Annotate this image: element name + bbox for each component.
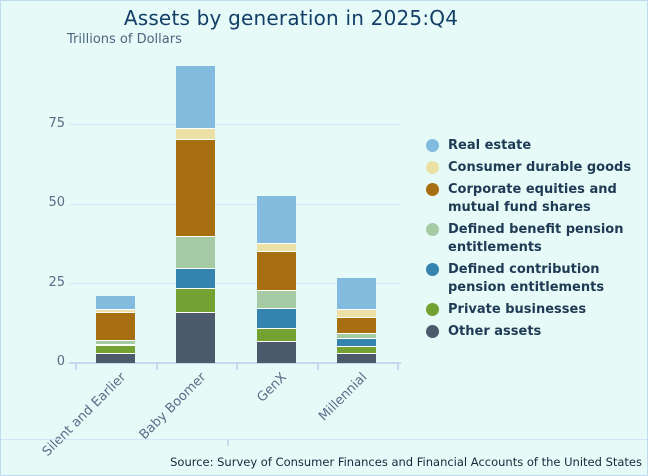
bar-segment-genx-consumer-durable-goods[interactable] xyxy=(256,243,296,251)
bar-segment-genx-other-assets[interactable] xyxy=(256,341,296,363)
x-axis-tick xyxy=(236,364,238,370)
legend-marker-defined-contribution-pension-entitlements xyxy=(426,263,439,276)
bar-segment-silent-and-earlier-real-estate[interactable] xyxy=(95,296,135,309)
legend-marker-corporate-equities-and-mutual-fund-shares xyxy=(426,183,439,196)
bar-segment-genx-defined-contribution-pension-entitlements[interactable] xyxy=(256,308,296,329)
y-tick-label-0: 0 xyxy=(56,354,65,369)
gridline-y-75 xyxy=(69,124,401,125)
gridline-y-50 xyxy=(69,203,401,205)
x-axis-tick xyxy=(75,364,77,370)
y-axis-units-label: Trillions of Dollars xyxy=(67,32,182,47)
bar-baby-boomer xyxy=(176,65,216,363)
bar-segment-millennial-corporate-equities-and-mutual-fund-shares[interactable] xyxy=(337,316,377,333)
legend-item-corporate-equities-and-mutual-fund-shares[interactable]: Corporate equities and mutual fund shares xyxy=(426,181,631,217)
bar-segment-baby-boomer-defined-benefit-pension-entitlements[interactable] xyxy=(176,235,216,268)
legend-item-private-businesses[interactable]: Private businesses xyxy=(426,301,631,319)
bar-segment-silent-and-earlier-defined-benefit-pension-entitlements[interactable] xyxy=(95,339,135,344)
bar-segment-baby-boomer-consumer-durable-goods[interactable] xyxy=(176,127,216,139)
legend-label: Private businesses xyxy=(448,302,587,317)
x-category-label-silent-and-earlier: Silent and Earlier xyxy=(39,370,129,460)
bar-segment-baby-boomer-corporate-equities-and-mutual-fund-shares[interactable] xyxy=(176,138,216,236)
bar-segment-genx-real-estate[interactable] xyxy=(256,196,296,244)
bar-segment-baby-boomer-real-estate[interactable] xyxy=(176,65,216,128)
y-tick-label-50: 50 xyxy=(48,195,65,210)
bar-segment-millennial-consumer-durable-goods[interactable] xyxy=(337,308,377,317)
legend-marker-other-assets xyxy=(426,325,439,338)
bar-segment-baby-boomer-private-businesses[interactable] xyxy=(176,288,216,313)
bar-segment-genx-corporate-equities-and-mutual-fund-shares[interactable] xyxy=(256,250,296,291)
bar-silent-and-earlier xyxy=(95,296,135,363)
gridline-y-25 xyxy=(69,283,401,284)
legend-marker-defined-benefit-pension-entitlements xyxy=(426,223,439,236)
bar-segment-silent-and-earlier-consumer-durable-goods[interactable] xyxy=(95,308,135,312)
x-axis-tick xyxy=(316,364,319,370)
x-category-label-genx: GenX xyxy=(254,370,290,406)
legend-label: Consumer durable goods xyxy=(448,160,632,175)
legend-label: Defined benefit pension entitlements xyxy=(448,222,624,255)
x-axis-line xyxy=(69,362,401,364)
legend-label: Defined contribution pension entitlements xyxy=(448,262,605,295)
bar-segment-silent-and-earlier-corporate-equities-and-mutual-fund-shares[interactable] xyxy=(95,311,135,340)
bar-segment-millennial-private-businesses[interactable] xyxy=(337,345,377,354)
y-tick-label-75: 75 xyxy=(48,115,65,131)
bar-segment-baby-boomer-other-assets[interactable] xyxy=(176,312,216,363)
chart-title: Assets by generation in 2025:Q4 xyxy=(123,6,459,30)
legend-marker-private-businesses xyxy=(426,303,439,316)
bar-segment-baby-boomer-defined-contribution-pension-entitlements[interactable] xyxy=(176,267,216,289)
bar-segment-silent-and-earlier-private-businesses[interactable] xyxy=(95,344,135,353)
source-note: Source: Survey of Consumer Finances and … xyxy=(170,455,642,469)
legend-item-other-assets[interactable]: Other assets xyxy=(426,323,631,341)
legend: Real estate Consumer durable goods Corpora… xyxy=(426,137,631,345)
bar-segment-silent-and-earlier-other-assets[interactable] xyxy=(95,352,135,363)
bar-genx xyxy=(256,196,296,363)
footer-divider xyxy=(1,439,647,440)
bar-segment-millennial-real-estate[interactable] xyxy=(337,277,377,309)
y-tick-label-25: 25 xyxy=(48,274,65,290)
x-axis-tick xyxy=(397,364,399,370)
x-category-label-millennial: Millennial xyxy=(316,370,371,425)
bar-segment-millennial-defined-benefit-pension-entitlements[interactable] xyxy=(337,332,377,338)
legend-item-real-estate[interactable]: Real estate xyxy=(426,137,631,155)
bar-segment-millennial-defined-contribution-pension-entitlements[interactable] xyxy=(337,337,377,346)
bar-segment-silent-and-earlier-defined-contribution-pension-entitlements[interactable] xyxy=(95,343,135,345)
bar-segment-genx-private-businesses[interactable] xyxy=(256,328,296,342)
footer-divider-tick xyxy=(227,440,229,446)
x-category-label-baby-boomer: Baby Boomer xyxy=(136,370,210,443)
bar-millennial xyxy=(337,277,377,363)
legend-label: Real estate xyxy=(448,138,532,153)
legend-item-defined-benefit-pension-entitlements[interactable]: Defined benefit pension entitlements xyxy=(426,221,631,257)
legend-marker-consumer-durable-goods xyxy=(426,161,439,174)
legend-label: Other assets xyxy=(448,324,542,339)
legend-item-defined-contribution-pension-entitlements[interactable]: Defined contribution pension entitlements xyxy=(426,261,631,297)
legend-item-consumer-durable-goods[interactable]: Consumer durable goods xyxy=(426,159,631,177)
legend-label: Corporate equities and mutual fund shares xyxy=(448,182,617,215)
x-axis-tick xyxy=(155,364,158,370)
bar-segment-millennial-other-assets[interactable] xyxy=(337,353,377,363)
legend-marker-real-estate xyxy=(426,139,439,152)
bar-segment-genx-defined-benefit-pension-entitlements[interactable] xyxy=(256,290,296,309)
